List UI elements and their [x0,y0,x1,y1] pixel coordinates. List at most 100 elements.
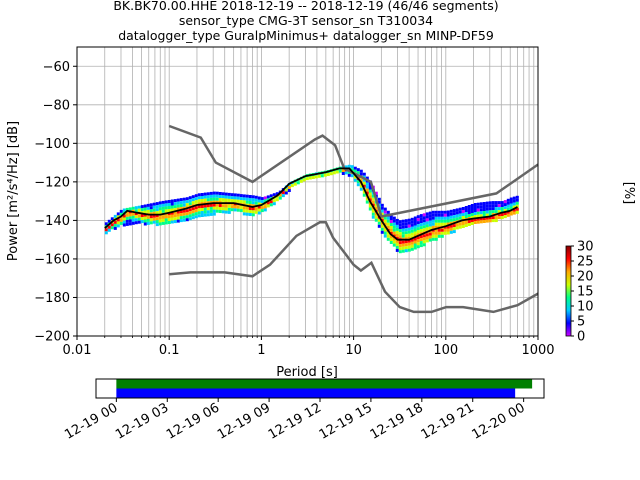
heatmap-cell [491,204,495,208]
heatmap-cell [434,228,438,232]
heatmap-cell [125,216,129,220]
heatmap-cell [464,209,468,212]
heatmap-cell [476,205,480,209]
heatmap-cell [443,213,447,217]
heatmap-cell [509,203,513,207]
heatmap-cell [473,218,477,221]
heatmap-cell [161,215,165,219]
heatmap-cell [443,231,447,235]
heatmap-cell [389,217,393,220]
heatmap-cell [113,214,117,218]
heatmap-cell [362,181,366,185]
heatmap-cell [410,241,414,245]
heatmap-cell [194,200,198,204]
colorbar-label: [%] [621,182,636,205]
heatmap-cell [404,225,408,229]
heatmap-cell [206,210,210,214]
heatmap-cell [254,210,258,214]
heatmap-cell [380,224,384,228]
heatmap-cell [266,204,270,208]
heatmap-cell [176,204,180,208]
heatmap-cell [500,204,504,208]
heatmap-cell [473,221,477,224]
heatmap-cell [440,219,444,223]
heatmap-cell [422,228,426,232]
heatmap-cell [395,218,399,222]
heatmap-cell [221,192,225,196]
heatmap-cell [419,229,423,233]
heatmap-cell [467,223,471,226]
heatmap-cell [461,225,465,228]
heatmap-cell [458,216,462,220]
x-tick-label: 10 [345,343,362,358]
heatmap-cell [395,245,399,249]
heatmap-cell [416,218,420,222]
heatmap-cell [425,218,429,222]
heatmap-cell [146,218,150,222]
heatmap-cell [110,226,114,230]
heatmap-cell [263,202,267,206]
heatmap-cell [383,231,387,235]
heatmap-cell [419,241,423,245]
heatmap-cell [476,202,480,206]
heatmap-cell [203,204,207,208]
heatmap-cell [188,202,192,206]
heatmap-cell [380,206,384,210]
heatmap-cell [476,208,480,212]
heatmap-cell [257,199,261,203]
heatmap-cell [509,200,513,204]
x-tick-label: 1 [257,343,265,358]
heatmap-cell [374,206,378,210]
heatmap-cell [170,217,174,221]
heatmap-cell [194,209,198,213]
heatmap-cell [104,231,108,235]
heatmap-cell [290,184,294,188]
heatmap-cell [377,197,381,201]
heatmap-cell [398,250,402,254]
heatmap-cell [119,218,123,222]
heatmap-cell [368,204,372,208]
heatmap-cell [266,201,270,205]
heatmap-cell [383,228,387,232]
heatmap-cell [224,198,228,202]
heatmap-cell [398,229,402,233]
heatmap-cell [179,213,183,217]
heatmap-cell [248,207,252,210]
heatmap-cell [179,219,183,223]
heatmap-cell [401,246,405,250]
heatmap-cell [236,196,240,200]
y-tick-label: −200 [34,330,70,345]
heatmap-cell [392,222,396,226]
heatmap-cell [356,171,360,175]
heatmap-cell [173,202,177,206]
heatmap-cell [395,233,399,237]
heatmap-cell [197,199,201,203]
heatmap-cell [155,205,159,209]
heatmap-cell [431,216,435,220]
heatmap-cell [437,213,441,217]
heatmap-cell [425,224,429,228]
heatmap-cell [500,207,504,211]
heatmap-cell [392,225,396,229]
heatmap-cell [479,214,483,218]
heatmap-cell [497,216,501,220]
heatmap-cell [206,213,210,217]
heatmap-cell [209,194,213,198]
heatmap-cell [221,198,225,202]
heatmap-cell [278,193,282,197]
heatmap-cell [155,211,159,215]
heatmap-cell [404,228,408,232]
heatmap-cell [470,213,474,216]
heatmap-cell [461,207,465,210]
heatmap-cell [260,197,264,201]
heatmap-cell [389,238,393,241]
x-tick-label: 0.01 [63,343,92,358]
heatmap-cell [155,208,159,212]
heatmap-cell [221,195,225,199]
heatmap-cell [200,193,204,196]
heatmap-cell [107,228,111,232]
heatmap-cell [119,212,123,216]
heatmap-cell [149,221,153,225]
